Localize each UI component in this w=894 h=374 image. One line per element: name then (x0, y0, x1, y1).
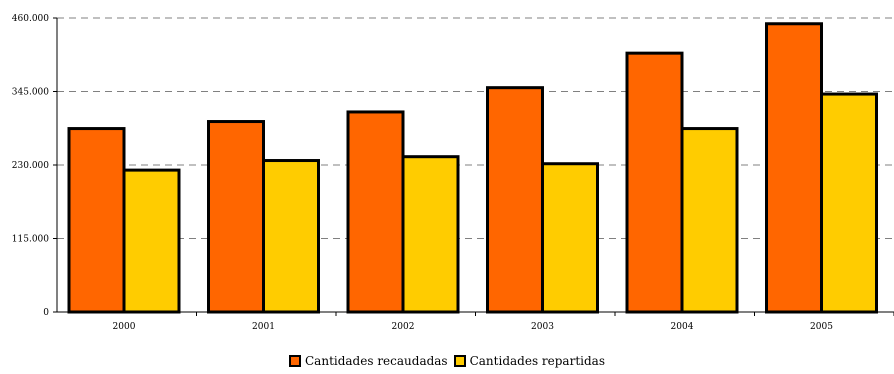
legend-item-repartidas: Cantidades repartidas (453, 354, 605, 368)
x-tick-label: 2001 (252, 322, 275, 332)
bar-recaudadas-2002 (346, 110, 405, 314)
bar-recaudadas-2001 (207, 120, 265, 314)
legend-item-recaudadas: Cantidades recaudadas (289, 354, 448, 368)
bar-repartidas-2000 (122, 168, 181, 314)
bar-recaudadas-2000 (67, 127, 126, 314)
bar-repartidas-2005 (820, 92, 878, 314)
y-tick-labels: 0 115.000 230.000 345.000 460.000 (12, 14, 57, 318)
gridlines (57, 17, 894, 239)
x-tick-label: 2003 (531, 322, 554, 332)
legend-swatch-recaudadas (289, 355, 301, 367)
bar-recaudadas-2005 (765, 22, 823, 314)
y-tick-label: 230.000 (12, 161, 49, 171)
bar-repartidas-2004 (680, 127, 739, 314)
bar-repartidas-2003 (541, 162, 599, 314)
bar-repartidas-2001 (262, 159, 320, 314)
x-tick-label: 2004 (671, 322, 694, 332)
bar-repartidas-2002 (401, 155, 460, 314)
bar-recaudadas-2004 (625, 51, 684, 314)
bars (67, 22, 878, 314)
y-tick-label: 460.000 (12, 14, 49, 24)
legend-label-repartidas: Cantidades repartidas (469, 354, 605, 368)
x-tick-label: 2005 (810, 322, 833, 332)
y-tick-label: 0 (43, 308, 49, 318)
x-tick-label: 2000 (113, 322, 136, 332)
legend-label-recaudadas: Cantidades recaudadas (305, 354, 448, 368)
legend-swatch-repartidas (453, 355, 466, 367)
legend: Cantidades recaudadas Cantidades reparti… (0, 352, 894, 370)
y-tick-label: 345.000 (12, 88, 49, 98)
y-tick-label: 115.000 (12, 235, 49, 245)
x-tick-labels: 2000 2001 2002 2003 2004 2005 (113, 312, 894, 332)
bar-recaudadas-2003 (486, 86, 544, 314)
x-tick-label: 2002 (392, 322, 415, 332)
